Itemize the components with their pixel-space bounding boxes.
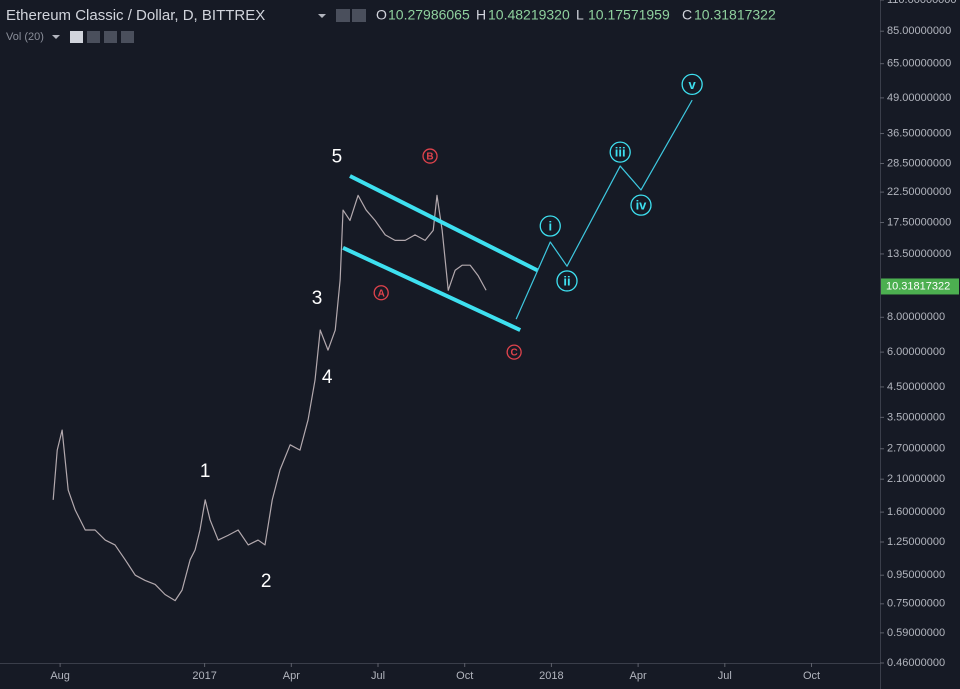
y-tick-label: 65.00000000 xyxy=(887,58,951,70)
symbol-title[interactable]: Ethereum Classic / Dollar, D, BITTREX xyxy=(6,7,265,24)
x-tick-label: Jul xyxy=(371,670,385,682)
series-line xyxy=(342,246,522,332)
icon-button[interactable] xyxy=(87,31,100,43)
y-tick-label: 6.00000000 xyxy=(887,346,945,358)
x-tick-label: 2018 xyxy=(539,670,563,682)
y-tick-label: 22.50000000 xyxy=(887,186,951,198)
series-line xyxy=(52,194,487,602)
y-tick-label: 8.00000000 xyxy=(887,311,945,323)
wave-label: 1 xyxy=(200,461,211,482)
y-tick-label: 3.50000000 xyxy=(887,411,945,423)
last-price-tag xyxy=(881,278,959,295)
wave-label: iii xyxy=(615,145,626,160)
wave-label: B xyxy=(426,152,433,163)
wave-label-circle xyxy=(609,141,631,163)
wave-label-circle xyxy=(630,194,652,216)
ohlc-value: 10.31817322 xyxy=(694,7,776,23)
wave-label-circle xyxy=(422,148,438,164)
x-tick-label: Jul xyxy=(718,670,732,682)
series-line xyxy=(349,174,539,273)
ohlc-value: 10.17571959 xyxy=(588,7,670,23)
wave-label-circle xyxy=(506,344,522,360)
ohlc-key: H xyxy=(476,7,486,23)
indicator-name[interactable]: Vol (20) xyxy=(6,31,44,43)
ohlc-key: C xyxy=(682,7,692,23)
ohlc-key: L xyxy=(576,7,584,23)
y-tick-label: 85.00000000 xyxy=(887,25,951,37)
indicator-menu[interactable] xyxy=(52,35,60,39)
y-tick-label: 0.46000000 xyxy=(887,657,945,669)
y-tick-label: 0.95000000 xyxy=(887,569,945,581)
icon-button[interactable] xyxy=(121,31,134,43)
x-tick-label: Aug xyxy=(50,670,70,682)
wave-label-circle xyxy=(681,73,703,95)
icon-button[interactable] xyxy=(352,9,366,22)
icon-button[interactable] xyxy=(104,31,117,43)
y-tick-label: 1.60000000 xyxy=(887,506,945,518)
x-tick-label: Oct xyxy=(803,670,820,682)
x-tick-label: Oct xyxy=(456,670,473,682)
ohlc-value: 10.27986065 xyxy=(388,7,470,23)
y-tick-label: 2.70000000 xyxy=(887,443,945,455)
x-tick-label: 2017 xyxy=(192,670,216,682)
y-tick-label: 110.00000000 xyxy=(887,0,957,6)
y-tick-label: 36.50000000 xyxy=(887,127,951,139)
wave-label-circle xyxy=(539,215,561,237)
wave-label: v xyxy=(689,77,697,92)
wave-label: 5 xyxy=(332,146,343,167)
y-tick-label: 0.59000000 xyxy=(887,627,945,639)
y-tick-label: 0.75000000 xyxy=(887,598,945,610)
wave-label: 3 xyxy=(312,288,323,309)
icon-button[interactable] xyxy=(336,9,350,22)
symbol-menu[interactable] xyxy=(318,14,326,18)
x-tick-label: Apr xyxy=(630,670,647,682)
wave-label: iv xyxy=(636,198,648,213)
wave-label: ii xyxy=(563,273,570,288)
y-tick-label: 49.00000000 xyxy=(887,92,951,104)
wave-label: 2 xyxy=(261,571,272,592)
wave-label: i xyxy=(548,218,552,233)
icon-button[interactable] xyxy=(70,31,83,43)
y-tick-label: 28.50000000 xyxy=(887,157,951,169)
y-tick-label: 4.50000000 xyxy=(887,381,945,393)
ohlc-value: 10.48219320 xyxy=(488,7,570,23)
y-tick-label: 2.10000000 xyxy=(887,473,945,485)
x-tick-label: Apr xyxy=(283,670,300,682)
wave-label: A xyxy=(378,288,385,299)
wave-label: 4 xyxy=(322,367,333,388)
y-tick-label: 17.50000000 xyxy=(887,216,951,228)
y-tick-label: 1.25000000 xyxy=(887,536,945,548)
wave-label: C xyxy=(511,348,518,359)
y-tick-label: 13.50000000 xyxy=(887,248,951,260)
wave-label-circle xyxy=(373,285,389,301)
wave-label-circle xyxy=(556,270,578,292)
last-price-label: 10.31817322 xyxy=(886,280,950,292)
ohlc-key: O xyxy=(376,7,387,23)
series-line xyxy=(515,99,693,320)
